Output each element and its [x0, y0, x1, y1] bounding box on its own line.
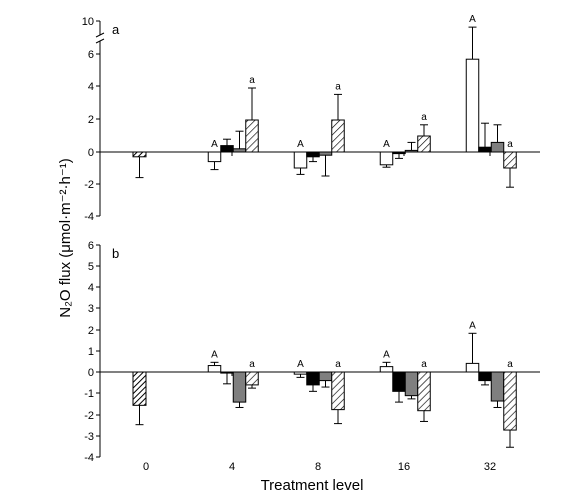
significance-letter: A — [297, 139, 304, 150]
y-tick-label: 6 — [88, 240, 94, 252]
bar — [465, 58, 480, 153]
y-tick-label: 0 — [88, 367, 94, 379]
axis-break-mark — [95, 38, 105, 44]
significance-letter: a — [421, 112, 427, 123]
y-axis-label: N₂O flux (μmol·m⁻²·h⁻¹) — [57, 158, 74, 317]
bar — [232, 371, 247, 403]
bar — [392, 371, 406, 392]
y-tick-label: 3 — [88, 303, 94, 315]
bar — [490, 371, 505, 402]
y-tick-label: -2 — [84, 179, 94, 191]
y-tick-label: 10 — [82, 16, 94, 28]
bar — [478, 146, 492, 153]
bar — [478, 371, 492, 382]
bar — [232, 148, 247, 153]
bar — [207, 151, 222, 163]
y-tick-label: 0 — [88, 147, 94, 159]
panel-label: b — [112, 246, 119, 261]
bar — [318, 371, 333, 382]
y-tick-label: -4 — [84, 452, 94, 464]
y-tick-label: -4 — [84, 211, 94, 223]
y-tick-label: -3 — [84, 431, 94, 443]
bar — [404, 149, 419, 153]
bar — [465, 362, 480, 373]
x-tick-labels: 0 4 8 16 32 — [143, 461, 496, 473]
bar — [207, 365, 222, 373]
y-tick-label: 2 — [88, 114, 94, 126]
bar — [306, 151, 320, 158]
significance-letter: A — [469, 14, 476, 25]
panel-label: a — [112, 22, 120, 37]
bar — [245, 119, 259, 153]
significance-letter: A — [297, 359, 304, 370]
significance-letter: a — [249, 359, 255, 370]
y-tick-label: 4 — [88, 81, 94, 93]
y-tick-label: 1 — [88, 346, 94, 358]
y-tick-label: -2 — [84, 410, 94, 422]
bar — [245, 371, 259, 386]
x-tick-label-16: 16 — [398, 461, 410, 473]
bar — [417, 371, 431, 412]
panel-a: -4 -2 0 2 4 6 10 a A A A Aa a a a — [82, 14, 540, 223]
bar — [503, 371, 517, 431]
bar — [331, 371, 345, 411]
bar — [379, 151, 394, 166]
significance-letter: A — [383, 349, 390, 360]
x-tick-label-32: 32 — [484, 461, 496, 473]
bar — [220, 145, 234, 153]
y-tick-label: -1 — [84, 388, 94, 400]
bar — [132, 151, 147, 158]
bar — [293, 151, 308, 169]
y-tick-label: 6 — [88, 49, 94, 61]
x-tick-label-0: 0 — [143, 461, 149, 473]
significance-letter: a — [335, 81, 341, 92]
bar — [306, 371, 320, 386]
bar — [331, 119, 345, 153]
panel-b: -4 -3 -2 -1 0 1 2 3 4 5 6 b A A A Aa a a a — [84, 240, 540, 464]
significance-letter: a — [421, 359, 427, 370]
significance-letter: a — [507, 359, 513, 370]
bar — [417, 135, 431, 153]
bar — [503, 151, 517, 169]
bar — [293, 371, 308, 375]
significance-letter: A — [383, 139, 390, 150]
bar — [132, 371, 147, 406]
x-tick-label-4: 4 — [229, 461, 235, 473]
y-tick-label: 5 — [88, 261, 94, 273]
axis-break-mark — [95, 32, 105, 38]
bar — [490, 141, 505, 153]
significance-letter: a — [249, 75, 255, 86]
bar — [318, 151, 333, 156]
bar — [379, 366, 394, 373]
y-tick-label: 4 — [88, 282, 94, 294]
x-axis-label: Treatment level — [261, 477, 364, 494]
bar — [404, 371, 419, 397]
significance-letter: A — [469, 320, 476, 331]
significance-letter: a — [335, 359, 341, 370]
bar — [220, 371, 234, 374]
significance-letter: A — [211, 139, 218, 150]
y-tick-label: 2 — [88, 325, 94, 337]
significance-letter: A — [211, 349, 218, 360]
x-tick-label-8: 8 — [315, 461, 321, 473]
significance-letter: a — [507, 139, 513, 150]
bar — [392, 151, 406, 155]
